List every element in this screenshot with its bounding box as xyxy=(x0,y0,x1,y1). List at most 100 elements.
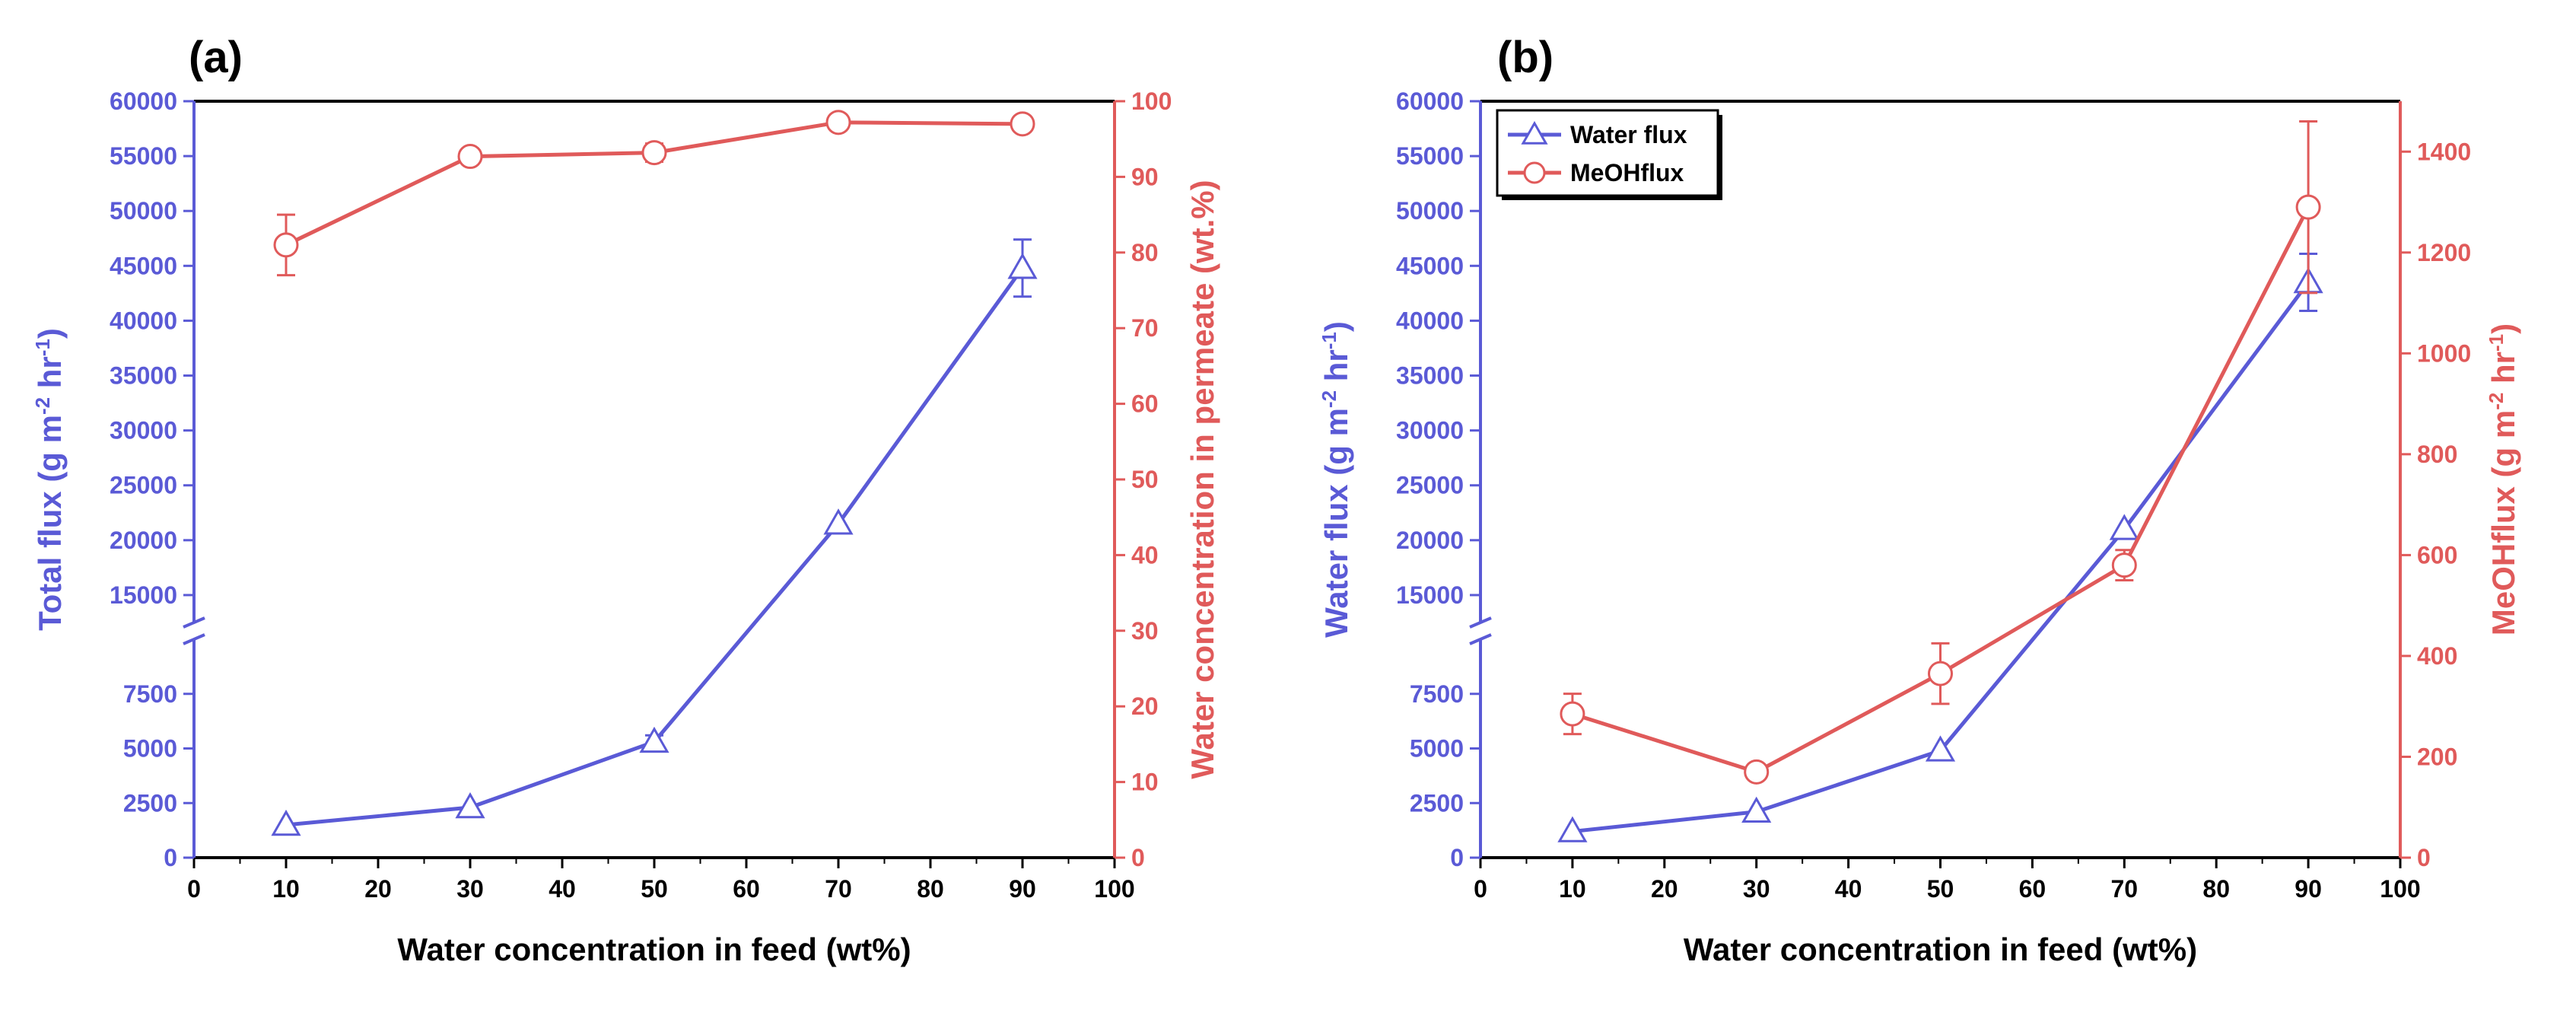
x-tick-label: 80 xyxy=(917,875,944,903)
data-point-circle xyxy=(641,140,667,166)
y-right-tick-label: 80 xyxy=(1131,239,1159,266)
y-left-tick-label: 35000 xyxy=(1396,362,1464,390)
x-tick-label: 30 xyxy=(1743,875,1770,903)
x-tick-label: 70 xyxy=(825,875,852,903)
data-point-circle xyxy=(1010,111,1035,137)
y-right-axis-label: Water concentration in permeate (wt.%) xyxy=(1185,180,1220,779)
data-point-circle xyxy=(1744,759,1770,785)
legend-marker-triangle xyxy=(1521,120,1548,145)
y-right-tick-label: 0 xyxy=(2417,844,2431,871)
y-right-tick-label: 90 xyxy=(1131,163,1159,190)
x-tick-label: 10 xyxy=(1559,875,1586,903)
y-right-tick-label: 40 xyxy=(1131,541,1159,568)
x-tick-label: 10 xyxy=(272,875,300,903)
y-left-tick-label: 55000 xyxy=(1396,142,1464,170)
data-point-triangle xyxy=(1007,253,1038,279)
y-left-tick-label: 40000 xyxy=(110,307,177,334)
y-right-tick-label: 70 xyxy=(1131,314,1159,342)
x-tick-label: 20 xyxy=(364,875,392,903)
y-right-tick-label: 60 xyxy=(1131,390,1159,418)
y-left-tick-label: 45000 xyxy=(1396,252,1464,279)
y-left-tick-label: 7500 xyxy=(1410,680,1464,708)
y-right-tick-label: 800 xyxy=(2417,441,2457,468)
y-left-tick-label: 25000 xyxy=(110,472,177,499)
y-left-tick-label: 55000 xyxy=(110,142,177,170)
y-left-tick-label: 5000 xyxy=(1410,735,1464,763)
data-point-triangle xyxy=(639,726,669,753)
y-left-tick-label: 40000 xyxy=(1396,307,1464,334)
y-left-tick-label: 35000 xyxy=(110,362,177,390)
chart-panel-0: 0 10 20 30 40 50 60 70 80 90 100025005000750015000… xyxy=(31,33,1220,967)
y-right-tick-label: 200 xyxy=(2417,743,2457,770)
axis-break-mark xyxy=(183,616,205,629)
legend-entry-label: MeOHflux xyxy=(1570,159,1684,186)
y-left-tick-label: 5000 xyxy=(123,735,177,763)
y-left-tick-label: 25000 xyxy=(1396,472,1464,499)
data-point-triangle xyxy=(1741,796,1772,823)
y-left-tick-label: 20000 xyxy=(1396,527,1464,554)
y-left-tick-label: 2500 xyxy=(1410,789,1464,817)
y-left-tick-label: 45000 xyxy=(110,252,177,279)
x-tick-label: 50 xyxy=(1927,875,1954,903)
x-tick-label: 20 xyxy=(1651,875,1678,903)
data-point-triangle xyxy=(1557,816,1588,842)
y-left-tick-label: 50000 xyxy=(1396,197,1464,224)
y-right-tick-label: 1400 xyxy=(2417,138,2471,165)
x-tick-label: 100 xyxy=(1094,875,1134,903)
y-left-tick-label: 0 xyxy=(164,844,177,871)
y-left-axis-label: Total flux (g m-2 hr-1) xyxy=(31,328,68,631)
panel-label: (a) xyxy=(189,33,243,82)
data-point-triangle xyxy=(455,791,485,819)
data-point-circle xyxy=(2111,552,2137,578)
y-left-tick-label: 0 xyxy=(1450,844,1464,871)
data-point-circle xyxy=(2295,194,2321,220)
legend-entry-label: Water flux xyxy=(1570,121,1687,148)
axis-break-mark xyxy=(183,633,205,645)
x-tick-label: 50 xyxy=(641,875,668,903)
legend-marker-circle xyxy=(1523,161,1546,184)
y-right-tick-label: 400 xyxy=(2417,642,2457,670)
y-right-tick-label: 10 xyxy=(1131,769,1159,796)
x-tick-label: 30 xyxy=(456,875,484,903)
x-tick-label: 0 xyxy=(1474,875,1487,903)
data-point-circle xyxy=(825,110,851,135)
x-axis-label: Water concentration in feed (wt%) xyxy=(1684,931,2197,967)
x-tick-label: 70 xyxy=(2111,875,2139,903)
y-left-tick-label: 50000 xyxy=(110,197,177,224)
y-right-tick-label: 50 xyxy=(1131,466,1159,493)
x-axis-label: Water concentration in feed (wt%) xyxy=(397,931,911,967)
data-point-circle xyxy=(1560,701,1585,727)
x-tick-label: 60 xyxy=(733,875,760,903)
panel-label: (b) xyxy=(1497,33,1554,82)
y-left-tick-label: 30000 xyxy=(1396,417,1464,444)
x-tick-label: 40 xyxy=(1835,875,1862,903)
data-point-triangle xyxy=(1925,735,1956,762)
y-right-tick-label: 0 xyxy=(1131,844,1145,871)
data-point-triangle xyxy=(2109,514,2139,540)
y-left-tick-label: 15000 xyxy=(110,581,177,609)
y-left-tick-label: 2500 xyxy=(123,789,177,817)
x-tick-label: 90 xyxy=(2295,875,2322,903)
axis-break-mark xyxy=(1469,633,1492,645)
axis-break-mark xyxy=(1469,616,1492,629)
x-tick-label: 40 xyxy=(549,875,576,903)
y-right-axis-label: MeOHflux (g m-2 hr-1) xyxy=(2485,323,2521,635)
y-right-tick-label: 20 xyxy=(1131,693,1159,720)
y-right-tick-label: 30 xyxy=(1131,617,1159,645)
y-left-tick-label: 20000 xyxy=(110,527,177,554)
x-tick-label: 0 xyxy=(187,875,201,903)
y-left-tick-label: 60000 xyxy=(1396,88,1464,115)
data-point-triangle xyxy=(823,508,854,535)
x-tick-label: 100 xyxy=(2380,875,2420,903)
y-left-axis-label: Water flux (g m-2 hr-1) xyxy=(1318,321,1354,638)
y-left-tick-label: 30000 xyxy=(110,417,177,444)
data-point-circle xyxy=(273,232,299,258)
x-tick-label: 60 xyxy=(2019,875,2046,903)
chart-panel-1: 0 10 20 30 40 50 60 70 80 90 100025005000750015000… xyxy=(1318,33,2521,967)
y-left-tick-label: 7500 xyxy=(123,680,177,708)
y-left-tick-label: 15000 xyxy=(1396,581,1464,609)
x-tick-label: 90 xyxy=(1009,875,1036,903)
y-right-tick-label: 600 xyxy=(2417,541,2457,568)
data-point-triangle xyxy=(271,809,301,836)
